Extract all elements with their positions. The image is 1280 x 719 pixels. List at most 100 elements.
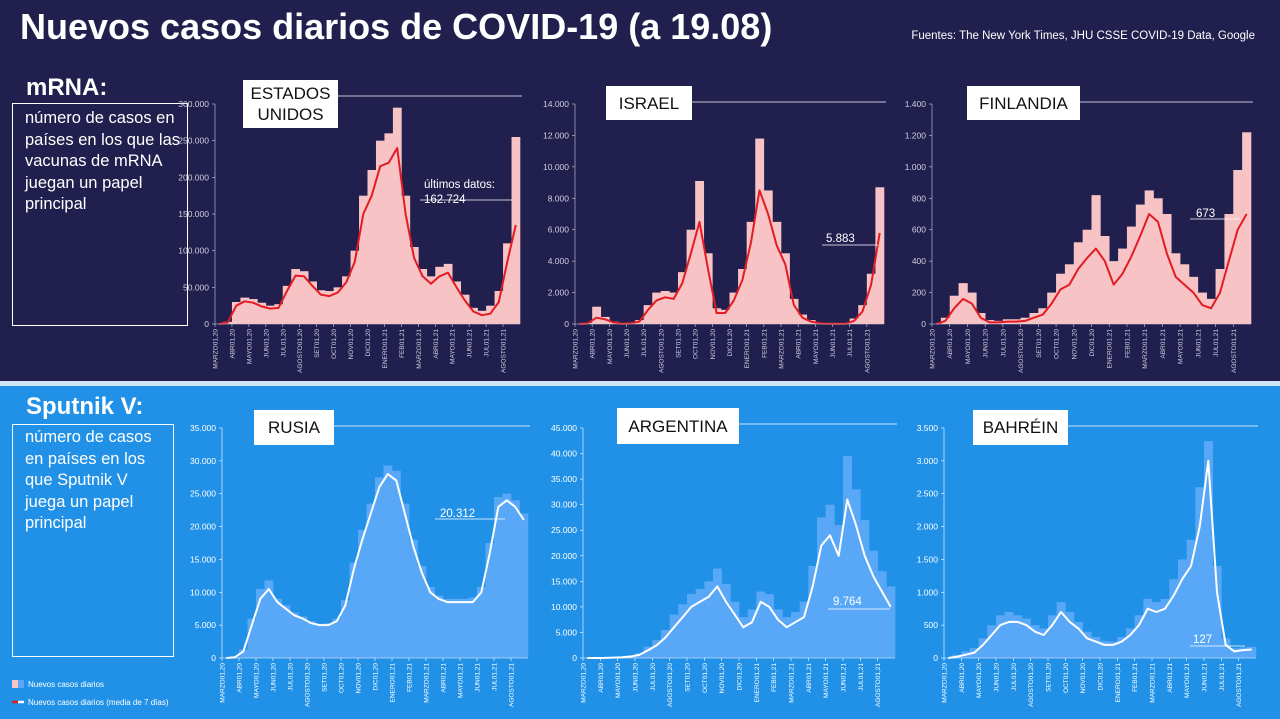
- bar: [469, 307, 478, 324]
- bar: [341, 600, 350, 658]
- x-tick-label: AGOSTO01,20: [297, 329, 304, 373]
- x-tick-label: FEB01,21: [1132, 663, 1139, 692]
- bar: [729, 292, 739, 324]
- x-tick-label: ABR01,20: [237, 663, 244, 693]
- x-tick-label: JUN01,20: [624, 329, 631, 358]
- y-tick-label: 100.000: [178, 246, 209, 256]
- bar: [1224, 214, 1234, 324]
- y-tick-label: 14.000: [543, 99, 569, 109]
- bar: [798, 314, 808, 324]
- y-tick-label: 1.000: [917, 587, 939, 597]
- bar: [825, 504, 835, 658]
- x-tick-label: JUL01,21: [484, 329, 491, 357]
- x-tick-label: MAYO01,20: [965, 329, 972, 364]
- bar: [1169, 579, 1179, 658]
- bar: [460, 294, 470, 324]
- x-tick-label: ENERO01,21: [754, 663, 761, 703]
- bar: [239, 649, 248, 658]
- x-tick-label: MAYO01,20: [246, 329, 253, 364]
- y-tick-label: 10.000: [551, 602, 577, 612]
- y-tick-label: 30.000: [551, 500, 577, 510]
- y-tick-label: 20.000: [551, 551, 577, 561]
- bar: [858, 305, 868, 324]
- bar: [417, 566, 427, 658]
- bar: [1065, 612, 1075, 658]
- bar: [358, 529, 367, 658]
- y-tick-label: 5.000: [195, 620, 217, 630]
- bar: [307, 621, 316, 658]
- section-text: número de casos en países en los que Spu…: [25, 428, 152, 532]
- bar: [409, 539, 418, 658]
- y-tick-label: 3.500: [917, 423, 939, 433]
- bar: [240, 297, 250, 324]
- x-tick-label: AGOSTO01,21: [501, 329, 508, 373]
- y-tick-label: 6.000: [548, 225, 570, 235]
- x-tick-label: JUN01,21: [467, 329, 474, 358]
- y-tick-label: 12.000: [543, 130, 569, 140]
- bar: [643, 305, 653, 324]
- bar: [996, 615, 1005, 658]
- x-tick-label: JUN01,20: [983, 329, 990, 358]
- x-tick-label: DIC01,20: [365, 329, 372, 357]
- bar: [274, 304, 284, 324]
- x-tick-label: AGOSTO01,21: [864, 329, 871, 373]
- x-tick-label: SET01,20: [1036, 329, 1043, 358]
- bar: [350, 250, 360, 324]
- legend-label: Nuevos casos diarios (media de 7 días): [28, 698, 169, 707]
- bar: [400, 503, 410, 658]
- y-tick-label: 0: [204, 319, 209, 329]
- bar: [435, 266, 445, 324]
- bar: [669, 292, 679, 324]
- x-tick-label: ABR01,21: [441, 663, 448, 693]
- x-tick-label: ABR01,20: [947, 329, 954, 359]
- bar: [256, 589, 265, 658]
- x-tick-label: JUN01,21: [475, 663, 482, 692]
- x-tick-label: JUL01,21: [1213, 329, 1220, 357]
- bar: [451, 598, 461, 658]
- x-tick-label: MAYO01,21: [1184, 663, 1191, 698]
- x-tick-label: ABR01,21: [433, 329, 440, 359]
- bar: [782, 617, 792, 658]
- x-tick-label: JUN01,20: [633, 663, 640, 692]
- bar: [375, 140, 385, 324]
- bar: [1195, 487, 1205, 658]
- bar: [643, 646, 653, 658]
- bar: [851, 489, 861, 658]
- bar: [843, 456, 852, 658]
- x-tick-label: JUL01,21: [847, 329, 854, 357]
- annotation: 20.312: [440, 508, 475, 520]
- x-tick-label: MARZO01,20: [930, 329, 937, 369]
- x-tick-label: DIC01,20: [737, 663, 744, 691]
- avg-line: [936, 213, 1248, 325]
- bar: [333, 287, 343, 324]
- bar: [772, 221, 782, 324]
- section-label: mRNA:: [22, 74, 112, 102]
- bar: [730, 601, 740, 658]
- x-tick-label: JUN01,21: [1202, 663, 1209, 692]
- y-tick-label: 10.000: [190, 587, 216, 597]
- x-tick-label: MARZO01,21: [1150, 663, 1157, 703]
- y-tick-label: 200.000: [178, 172, 209, 182]
- annotation: 673: [1196, 208, 1215, 220]
- x-tick-label: ENERO01,21: [1115, 663, 1122, 703]
- bar: [978, 638, 988, 658]
- bar: [695, 181, 705, 324]
- bar: [299, 271, 309, 324]
- source: Fuentes: The New York Times, JHU CSSE CO…: [911, 30, 1255, 42]
- bar: [1206, 298, 1216, 324]
- avg-line: [948, 459, 1252, 659]
- bar: [967, 292, 977, 324]
- y-tick-label: 10.000: [543, 162, 569, 172]
- x-tick-label: JUN01,21: [1195, 329, 1202, 358]
- bar: [747, 609, 757, 658]
- bar: [248, 299, 258, 324]
- x-tick-label: MARZO01,21: [1142, 329, 1149, 369]
- x-tick-label: JUN01,20: [263, 329, 270, 358]
- x-tick-label: AGOSTO01,21: [1231, 329, 1238, 373]
- bar: [712, 308, 722, 324]
- bar: [1048, 615, 1057, 658]
- x-tick-label: DIC01,20: [727, 329, 734, 357]
- x-tick-label: SET01,20: [1046, 663, 1053, 692]
- bar: [1171, 253, 1181, 324]
